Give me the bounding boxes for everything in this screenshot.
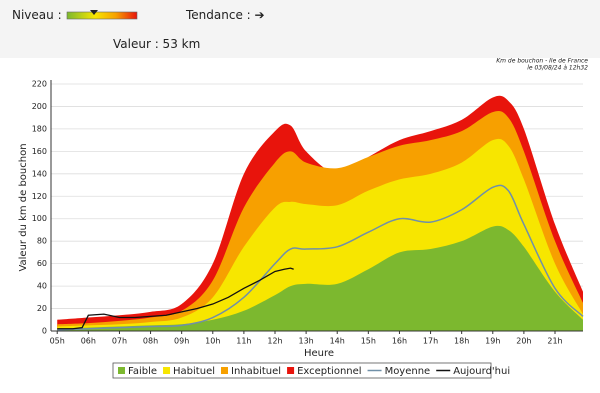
- y-tick-label: 220: [32, 80, 47, 89]
- chart-title: Km de bouchon - Ile de France: [496, 58, 588, 65]
- legend-label: Faible: [128, 366, 157, 377]
- y-tick-label: 140: [32, 169, 47, 178]
- y-tick-label: 0: [42, 327, 47, 336]
- x-tick-label: 15h: [361, 337, 376, 346]
- x-tick-label: 05h: [50, 337, 65, 346]
- tendance-label: Tendance : ➔: [186, 8, 265, 22]
- line: [57, 184, 584, 331]
- legend-label: Exceptionnel: [297, 366, 361, 377]
- legend-label: Habituel: [173, 366, 215, 377]
- y-tick-label: 60: [37, 259, 47, 268]
- chart-subtitle: le 03/08/24 à 12h32: [527, 65, 588, 72]
- x-tick-label: 06h: [81, 337, 96, 346]
- legend-swatch: [118, 367, 125, 374]
- x-tick-label: 08h: [143, 337, 158, 346]
- y-tick-label: 80: [37, 237, 47, 246]
- y-tick-label: 180: [32, 124, 47, 133]
- x-tick-label: 16h: [392, 337, 407, 346]
- x-tick-label: 09h: [174, 337, 189, 346]
- line: [57, 267, 294, 330]
- x-axis-label: Heure: [304, 348, 334, 359]
- x-tick-label: 17h: [423, 337, 438, 346]
- y-tick-label: 200: [32, 102, 47, 111]
- legend-label: Aujourd'hui: [453, 366, 510, 377]
- legend-swatch: [287, 367, 295, 374]
- y-axis-label: Valeur du km de bouchon: [18, 143, 29, 271]
- x-tick-label: 14h: [330, 337, 345, 346]
- area: [57, 225, 583, 331]
- y-tick-label: 20: [37, 304, 47, 313]
- legend-label: Inhabituel: [231, 366, 281, 377]
- legend-label: Moyenne: [385, 366, 431, 377]
- x-tick-label: 07h: [112, 337, 127, 346]
- header: Niveau : Tendance : ➔ Valeur : 53 km: [0, 0, 600, 58]
- x-tick-label: 19h: [485, 337, 500, 346]
- x-tick-label: 18h: [454, 337, 469, 346]
- legend: Faible Habituel Inhabituel Exceptionnel Moye…: [112, 362, 510, 379]
- level-gauge: [66, 10, 138, 20]
- x-tick-label: 10h: [205, 337, 220, 346]
- x-tick-label: 12h: [267, 337, 282, 346]
- x-tick-label: 21h: [547, 337, 562, 346]
- legend-swatch: [221, 367, 228, 374]
- x-tick-label: 20h: [516, 337, 531, 346]
- y-tick-label: 160: [32, 147, 47, 156]
- valeur-label: Valeur : 53 km: [113, 37, 201, 51]
- y-tick-label: 40: [37, 282, 47, 291]
- x-tick-label: 13h: [298, 337, 313, 346]
- y-tick-label: 120: [32, 192, 47, 201]
- legend-box: [112, 362, 492, 379]
- y-tick-label: 100: [32, 214, 47, 223]
- niveau-label: Niveau :: [12, 8, 62, 22]
- legend-swatch: [163, 367, 171, 374]
- x-tick-label: 11h: [236, 337, 251, 346]
